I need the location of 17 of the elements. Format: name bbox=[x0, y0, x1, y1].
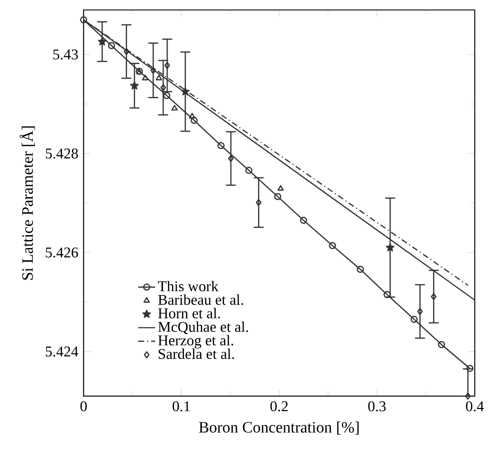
legend-label: McQuhae et al. bbox=[158, 322, 248, 334]
legend-label: Baribeau et al. bbox=[158, 294, 244, 305]
y-tick-label: 5.43 bbox=[53, 50, 78, 60]
y-tick-label: 5.426 bbox=[46, 248, 78, 258]
y-tick-label: 5.428 bbox=[46, 148, 78, 159]
y-tick-label: 5.424 bbox=[46, 346, 78, 357]
x-tick-label: 0.4 bbox=[466, 401, 484, 412]
x-tick-label: 0.1 bbox=[172, 401, 190, 412]
y-axis-title: Si Lattice Parameter [Å] bbox=[20, 126, 35, 280]
x-tick-label: 0.3 bbox=[368, 401, 386, 412]
legend-label: Herzog et al. bbox=[158, 335, 234, 349]
x-tick-label: 0.2 bbox=[270, 401, 288, 412]
legend-label: Sardela et al. bbox=[158, 348, 234, 360]
x-axis-title: Boron Concentration [%] bbox=[199, 422, 359, 435]
x-tick-label: 0 bbox=[80, 401, 87, 412]
legend-label: This work bbox=[158, 280, 218, 292]
legend-label: Horn et al. bbox=[158, 308, 220, 319]
